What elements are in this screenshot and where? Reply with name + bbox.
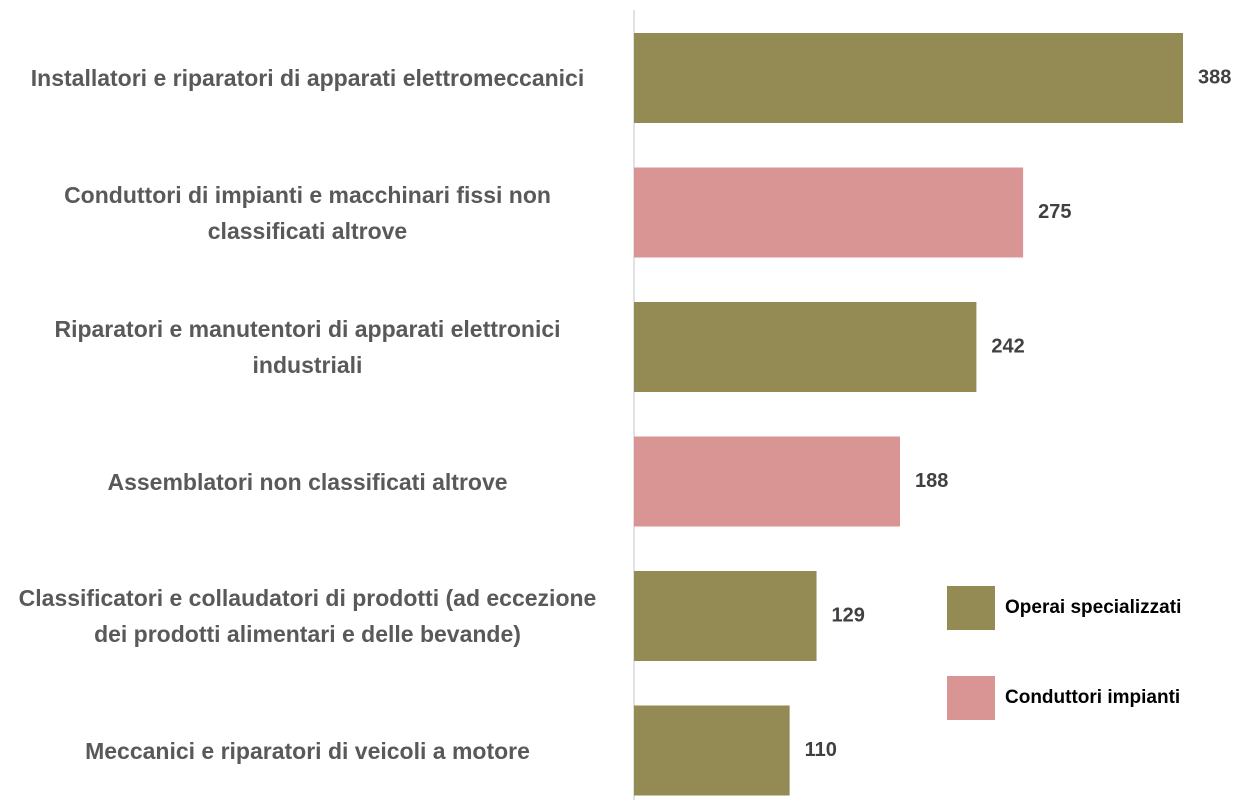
bar [634,302,977,392]
bar [634,571,817,661]
value-label: 110 [805,739,837,761]
legend-swatch [947,586,995,630]
value-label: 275 [1038,201,1071,223]
legend-label: Conduttori impianti [1005,687,1180,708]
value-label: 242 [991,335,1024,357]
category-label: Riparatori e manutentori di apparati ele… [54,316,561,378]
legend-label: Operai specializzati [1005,597,1181,618]
bar [634,33,1183,123]
bar [634,167,1024,258]
value-label: 188 [915,470,948,492]
category-label: Installatori e riparatori di apparati el… [30,65,585,91]
category-label: Conduttori di impianti e macchinari fiss… [64,181,551,244]
category-label: Assemblatori non classificati altrove [107,468,508,495]
bar [634,705,790,796]
legend-swatch [947,676,995,720]
value-label: 129 [832,604,865,626]
category-label: Meccanici e riparatori di veicoli a moto… [85,737,530,764]
value-label: 388 [1198,66,1231,88]
category-label: Classificatori e collaudatori di prodott… [18,585,597,647]
bar [634,436,901,527]
